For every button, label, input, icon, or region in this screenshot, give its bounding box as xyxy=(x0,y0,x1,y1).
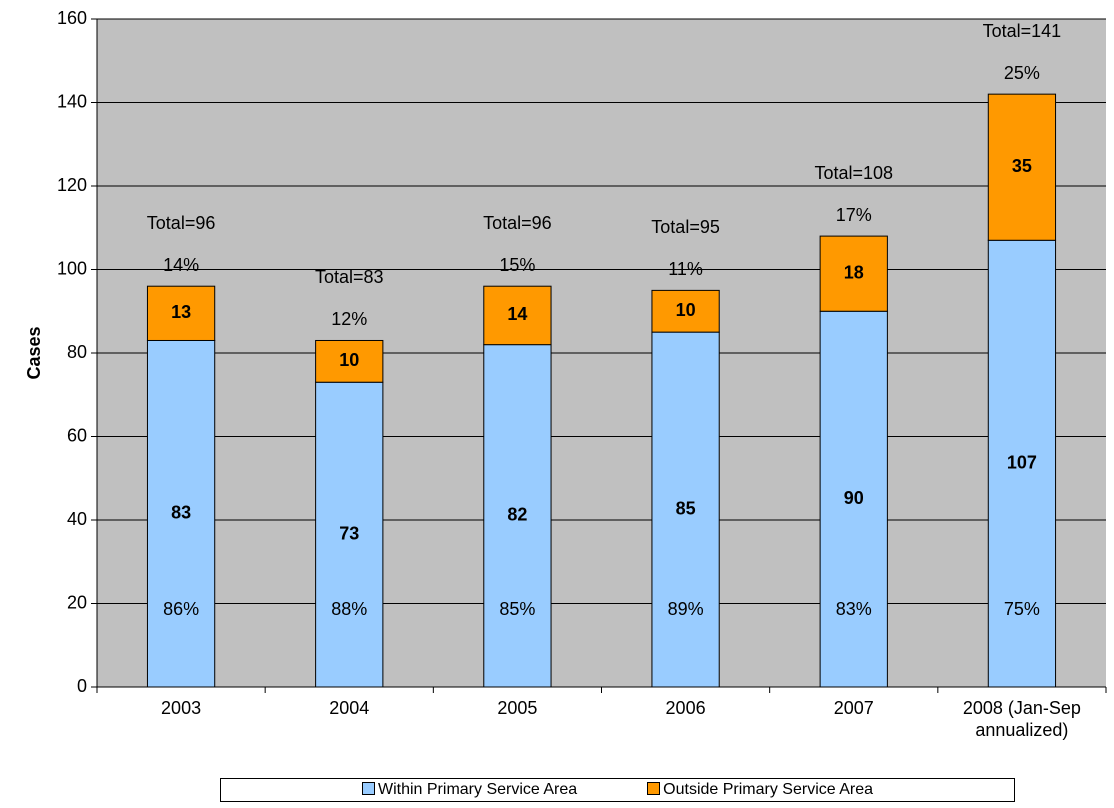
legend-label: Outside Primary Service Area xyxy=(663,781,874,798)
percent-label: 14% xyxy=(163,255,199,275)
bar-segment xyxy=(483,285,552,346)
value-label: 107 xyxy=(1007,452,1037,472)
value-label: 73 xyxy=(339,523,359,543)
percent-label: 11% xyxy=(668,259,703,279)
percent-label: 25% xyxy=(1004,63,1040,83)
y-tick-label: 120 xyxy=(57,175,87,195)
bar-segment xyxy=(819,235,888,312)
y-tick-label: 160 xyxy=(57,8,87,28)
value-label: 13 xyxy=(171,302,191,322)
y-tick-label: 60 xyxy=(67,425,87,445)
total-label: Total=108 xyxy=(814,163,893,183)
y-tick-label: 20 xyxy=(67,592,87,612)
value-label: 14 xyxy=(507,304,527,324)
x-tick-label: 2007 xyxy=(833,698,874,718)
value-label: 10 xyxy=(676,300,696,320)
value-label: 90 xyxy=(844,488,864,508)
bar-segment xyxy=(651,289,720,333)
percent-label: 15% xyxy=(499,255,535,275)
total-label: Total=83 xyxy=(315,267,384,287)
percent-label: 88% xyxy=(331,599,367,619)
bar-segment xyxy=(987,239,1057,688)
bar-segment xyxy=(146,339,216,688)
value-label: 82 xyxy=(507,505,527,525)
percent-label: 85% xyxy=(499,599,535,619)
legend-swatch xyxy=(361,782,375,795)
bar-segment xyxy=(315,381,384,688)
value-label: 85 xyxy=(676,498,696,518)
y-axis-label: Cases xyxy=(24,326,44,379)
bar-segment xyxy=(483,344,552,688)
percent-label: 83% xyxy=(836,599,872,619)
percent-label: 12% xyxy=(331,309,367,329)
x-tick-label: 2005 xyxy=(497,698,538,718)
value-label: 10 xyxy=(339,350,359,370)
value-label: 83 xyxy=(171,502,191,522)
x-tick-label: 2008 (Jan-Sep annualized) xyxy=(962,698,1081,740)
y-tick-label: 40 xyxy=(67,509,87,529)
total-label: Total=96 xyxy=(483,213,552,233)
y-tick-label: 0 xyxy=(77,676,87,696)
x-tick-label: 2003 xyxy=(161,698,202,718)
percent-label: 75% xyxy=(1004,599,1040,619)
total-label: Total=95 xyxy=(651,217,720,237)
bar-segment xyxy=(819,310,888,688)
value-label: 18 xyxy=(844,262,864,282)
percent-label: 86% xyxy=(163,599,199,619)
x-tick-label: 2006 xyxy=(665,698,706,718)
percent-label: 17% xyxy=(836,205,872,225)
y-tick-label: 100 xyxy=(57,258,87,278)
legend: Within Primary Service Area Outside Prima… xyxy=(220,778,1015,802)
legend-swatch xyxy=(647,782,661,795)
total-label: Total=96 xyxy=(147,213,216,233)
bar-segment xyxy=(651,331,720,688)
bar-segment xyxy=(315,339,384,383)
legend-label: Within Primary Service Area xyxy=(377,781,578,798)
y-tick-label: 80 xyxy=(67,342,87,362)
legend-item: Outside Primary Service Area xyxy=(647,781,873,799)
total-label: Total=141 xyxy=(983,21,1062,41)
value-label: 35 xyxy=(1012,156,1032,176)
legend-item: Within Primary Service Area xyxy=(361,781,578,799)
y-tick-label: 140 xyxy=(57,91,87,111)
percent-label: 89% xyxy=(668,599,704,619)
x-tick-label: 2004 xyxy=(329,698,370,718)
bar-segment xyxy=(146,285,216,341)
bar-segment xyxy=(987,93,1057,241)
